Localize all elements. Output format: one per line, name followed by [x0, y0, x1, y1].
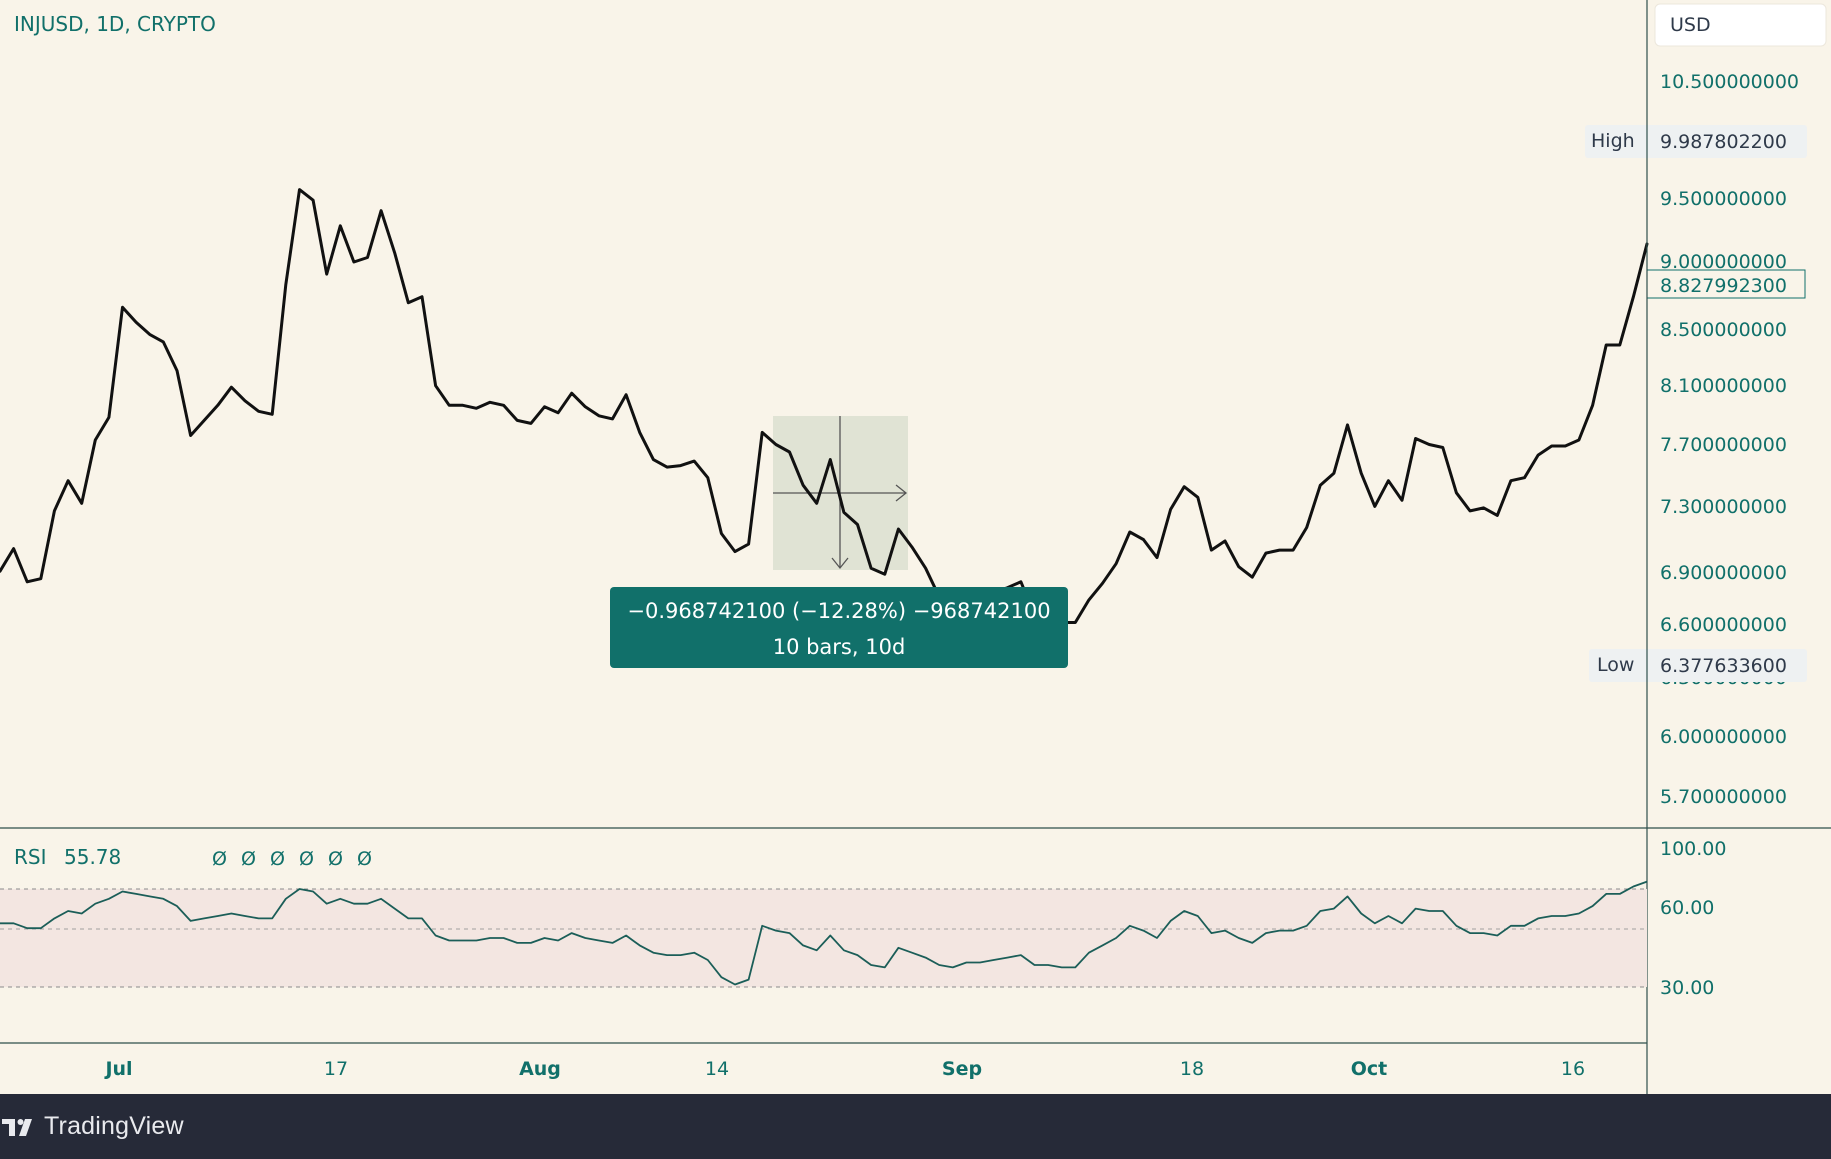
measure-line-1: −0.968742100 (−12.28%) −968742100 [627, 599, 1050, 623]
x-tick-label: 18 [1180, 1058, 1204, 1080]
chart-area[interactable]: INJUSD, 1D, CRYPTO USD 10.500000000 9.50… [0, 0, 1831, 1094]
arrow-down-icon [831, 557, 849, 570]
y-tick-label: 6.900000000 [1660, 562, 1787, 584]
x-tick-label: Aug [519, 1058, 561, 1080]
rsi-y-tick-label: 60.00 [1660, 897, 1714, 919]
y-tick-label: 6.600000000 [1660, 614, 1787, 636]
arrow-right-icon [895, 484, 908, 502]
indicator-toggle-icon[interactable]: Ø [270, 848, 285, 870]
measure-tooltip [610, 587, 1068, 668]
y-tick-label: 5.700000000 [1660, 786, 1787, 808]
symbol-label: INJUSD, 1D, CRYPTO [14, 12, 216, 36]
currency-selector[interactable] [1654, 3, 1827, 47]
last-price-marker [1646, 269, 1806, 299]
rsi-band [0, 889, 1647, 987]
rsi-series-line [0, 880, 1648, 986]
indicator-toggle-icon[interactable]: Ø [328, 848, 343, 870]
indicator-toggle-icon[interactable]: Ø [212, 848, 227, 870]
currency-label[interactable]: USD [1670, 14, 1711, 36]
x-tick-label: Jul [103, 1058, 132, 1080]
y-tick-label: 9.500000000 [1660, 188, 1787, 210]
y-tick-label: 10.500000000 [1660, 71, 1799, 93]
x-tick-label: 14 [705, 1058, 729, 1080]
y-tick-label: 8.100000000 [1660, 375, 1787, 397]
x-tick-label: 16 [1561, 1058, 1585, 1080]
rsi-value: 55.78 [64, 845, 121, 869]
high-label: High [1591, 130, 1635, 152]
indicator-toggle-icon[interactable]: Ø [299, 848, 314, 870]
tradingview-logo-icon[interactable] [2, 1116, 36, 1138]
price-series-line [0, 188, 1649, 624]
last-price-value: 8.827992300 [1660, 275, 1787, 297]
y-tick-label: 6.000000000 [1660, 726, 1787, 748]
footer-bar: TradingView [0, 1094, 1831, 1159]
brand-name[interactable]: TradingView [44, 1112, 184, 1140]
y-tick-label: 9.000000000 [1660, 251, 1787, 273]
rsi-y-tick-label: 30.00 [1660, 977, 1714, 999]
low-label: Low [1597, 654, 1634, 676]
high-value: 9.987802200 [1660, 131, 1787, 153]
y-tick-label: 7.300000000 [1660, 496, 1787, 518]
measure-line-2: 10 bars, 10d [773, 635, 906, 659]
low-value: 6.377633600 [1660, 655, 1787, 677]
x-tick-label: 17 [324, 1058, 348, 1080]
low-marker [1589, 649, 1807, 682]
rsi-y-tick-label: 100.00 [1660, 838, 1726, 860]
x-tick-label: Oct [1351, 1058, 1388, 1080]
indicator-toggle-icon[interactable]: Ø [357, 848, 372, 870]
high-marker [1585, 125, 1807, 158]
y-tick-label: 7.700000000 [1660, 434, 1787, 456]
y-tick-label: 8.500000000 [1660, 319, 1787, 341]
indicator-toggle-icon[interactable]: Ø [241, 848, 256, 870]
rsi-title: RSI [14, 845, 47, 869]
x-tick-label: Sep [942, 1058, 982, 1080]
